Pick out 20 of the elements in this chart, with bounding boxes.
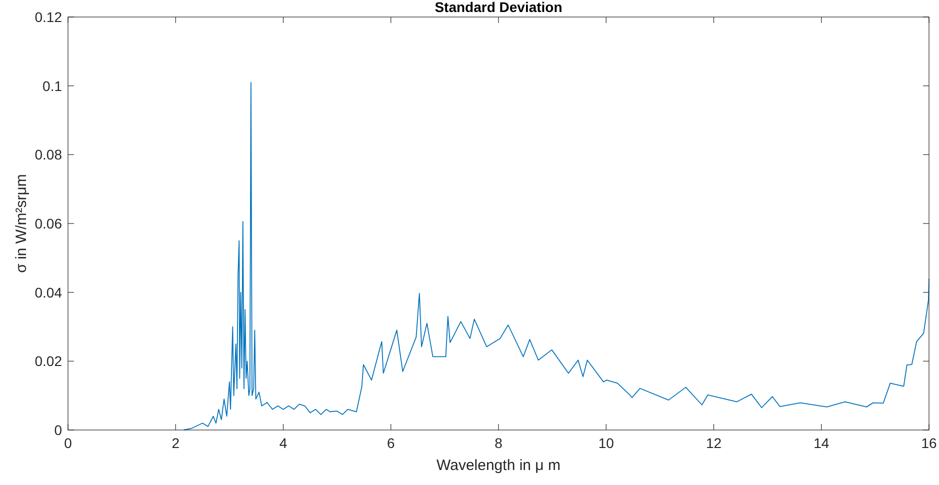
- x-tick-label: 6: [386, 435, 395, 451]
- x-tick-label: 12: [706, 435, 722, 451]
- y-tick-label: 0.08: [34, 146, 62, 163]
- x-tick-label: 4: [279, 435, 288, 451]
- x-tick-label: 14: [814, 435, 830, 451]
- y-axis-title: σ in W/m²srμm: [13, 174, 30, 273]
- y-tick-label: 0.02: [34, 353, 62, 370]
- x-tick-label: 8: [494, 435, 503, 451]
- y-tick-label: 0.12: [34, 9, 62, 25]
- line-series: [183, 82, 930, 430]
- y-tick-label: 0.04: [34, 284, 62, 300]
- y-tick-label: 0: [54, 422, 62, 438]
- x-tick-label: 10: [598, 435, 614, 451]
- chart-title: Standard Deviation: [434, 0, 562, 15]
- x-axis-title: Wavelength in μ m: [436, 457, 560, 474]
- y-tick-label: 0.1: [42, 78, 62, 94]
- x-tick-label: 0: [64, 435, 72, 451]
- x-tick-label: 16: [921, 435, 937, 451]
- y-tick-label: 0.06: [34, 216, 62, 232]
- x-tick-label: 2: [172, 435, 180, 451]
